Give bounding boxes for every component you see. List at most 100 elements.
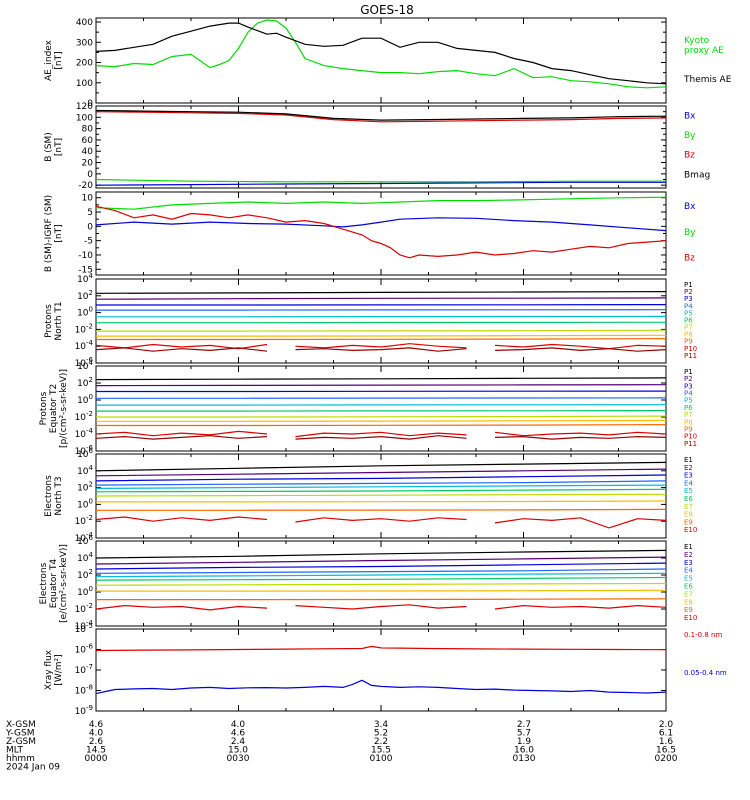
y-axis-label: North T1 bbox=[54, 301, 64, 340]
panel-5: 104 102 100 10-2 10-4 10-6 Protons Equator T2 [p… bbox=[39, 359, 697, 457]
footer-value: 0000 bbox=[85, 754, 108, 764]
y-tick-label: 120 bbox=[76, 102, 93, 112]
y-tick-label: -10 bbox=[78, 251, 93, 261]
legend-label: E6 bbox=[684, 583, 693, 591]
y-tick-label: 10-2 bbox=[75, 322, 93, 335]
y-tick-label: 102 bbox=[77, 289, 93, 302]
footer-value: 0130 bbox=[513, 754, 536, 764]
footer-value: 4.0 bbox=[89, 729, 104, 739]
y-tick-label: 102 bbox=[77, 376, 93, 389]
y-tick-label: 60 bbox=[82, 136, 94, 146]
legend-label: Bx bbox=[684, 202, 696, 212]
legend-label: P3 bbox=[684, 382, 693, 390]
y-tick-label: 10-6 bbox=[75, 356, 94, 369]
y-tick-label: 100 bbox=[77, 497, 93, 510]
footer-value: 15.5 bbox=[371, 746, 391, 756]
y-tick-label: 100 bbox=[77, 585, 93, 598]
series-line-e2 bbox=[96, 468, 666, 477]
y-tick-label: 10-4 bbox=[75, 531, 94, 544]
legend-label: E2 bbox=[684, 551, 693, 559]
legend-label: P8 bbox=[684, 331, 693, 339]
series-line-e2 bbox=[96, 556, 666, 565]
y-axis-label: [nT] bbox=[54, 224, 64, 242]
y-axis-label: [e/(cm²-s-sr-keV)] bbox=[59, 544, 69, 623]
footer-value: 5.2 bbox=[374, 729, 388, 739]
footer-value: 2.2 bbox=[374, 737, 388, 747]
y-tick-label: 80 bbox=[82, 125, 94, 135]
y-tick-label: 400 bbox=[76, 18, 93, 28]
series-line-p6 bbox=[96, 410, 666, 412]
footer-row-label: hhmm bbox=[6, 754, 35, 764]
y-tick-label: 104 bbox=[77, 359, 93, 372]
series-line-e1 bbox=[96, 461, 666, 472]
y-tick-label: 100 bbox=[77, 306, 93, 319]
legend-label: E10 bbox=[684, 526, 697, 534]
series-line-kyoto-proxy-ae bbox=[96, 19, 666, 89]
series-line-bz bbox=[96, 111, 666, 123]
y-tick-label: 40 bbox=[82, 147, 94, 157]
legend-label: P6 bbox=[684, 404, 693, 412]
y-tick-label: 102 bbox=[77, 481, 93, 494]
footer-value: 16.5 bbox=[656, 746, 676, 756]
y-axis-label: North T3 bbox=[54, 476, 64, 515]
series-line-p2 bbox=[96, 297, 666, 300]
y-tick-label: 104 bbox=[77, 464, 93, 477]
series-line-p10 bbox=[96, 430, 666, 438]
legend-label: P2 bbox=[684, 288, 693, 296]
y-tick-label: 10-4 bbox=[75, 619, 94, 632]
legend-label: P1 bbox=[684, 281, 693, 289]
y-tick-label: 10 bbox=[82, 194, 94, 204]
legend-label: P11 bbox=[684, 440, 697, 448]
legend-label: Bmag bbox=[684, 170, 710, 180]
footer-value: 1.6 bbox=[659, 737, 674, 747]
series-line-p1 bbox=[96, 377, 666, 381]
series-line-e9 bbox=[96, 598, 666, 601]
series-line-p8 bbox=[96, 334, 666, 337]
y-axis-label: AE_index bbox=[44, 39, 54, 81]
series-line-0-05-0-4-nm bbox=[96, 679, 666, 695]
legend-label: E10 bbox=[684, 614, 697, 622]
legend-label: E5 bbox=[684, 487, 693, 495]
y-tick-label: 20 bbox=[82, 159, 94, 169]
legend-label: E2 bbox=[684, 464, 693, 472]
legend-label: P7 bbox=[684, 324, 693, 332]
y-tick-label: 0 bbox=[87, 170, 93, 180]
y-axis-label: Xray flux bbox=[44, 649, 54, 690]
legend-label: P8 bbox=[684, 418, 693, 426]
series-line-e5 bbox=[96, 572, 666, 578]
y-tick-label: 10-5 bbox=[75, 622, 93, 635]
legend-label: Kyoto bbox=[684, 36, 710, 46]
series-line-e9 bbox=[96, 508, 666, 511]
legend-label: E1 bbox=[684, 456, 693, 464]
legend-label: E3 bbox=[684, 472, 693, 480]
footer-ephemeris: X-GSM 4.6 4.0 3.4 2.7 2.0Y-GSM 4.0 4.6 5.2 5.7 6.1… bbox=[5, 720, 678, 773]
series-line-e8 bbox=[96, 500, 666, 503]
y-tick-label: 104 bbox=[77, 551, 93, 564]
legend-label: 0.1-0.8 nm bbox=[684, 631, 722, 639]
legend-label: P9 bbox=[684, 425, 693, 433]
legend-label: E8 bbox=[684, 511, 693, 519]
legend-label: P7 bbox=[684, 411, 693, 419]
series-line-0-1-0-8-nm bbox=[96, 645, 666, 652]
y-axis-label: Electrons bbox=[39, 562, 49, 604]
footer-value: 2.0 bbox=[659, 720, 674, 730]
series-line-p8 bbox=[96, 419, 666, 422]
y-tick-label: 100 bbox=[76, 113, 93, 123]
footer-value: 4.6 bbox=[231, 729, 246, 739]
legend-label: E9 bbox=[684, 606, 693, 614]
y-axis-label: Protons bbox=[39, 391, 49, 425]
footer-value: 0100 bbox=[370, 754, 393, 764]
legend-label: P5 bbox=[684, 397, 693, 405]
y-tick-label: 0 bbox=[87, 99, 93, 109]
y-axis-label: [W/m²] bbox=[54, 654, 64, 685]
series-line-e7 bbox=[96, 493, 666, 497]
series-line-p7 bbox=[96, 415, 666, 418]
footer-value: 0030 bbox=[227, 754, 250, 764]
y-tick-label: 10-6 bbox=[75, 444, 94, 457]
y-tick-label: 10-2 bbox=[75, 602, 93, 615]
footer-value: 5.7 bbox=[517, 729, 531, 739]
legend-label: E7 bbox=[684, 503, 693, 511]
y-tick-label: 10-2 bbox=[75, 410, 93, 423]
